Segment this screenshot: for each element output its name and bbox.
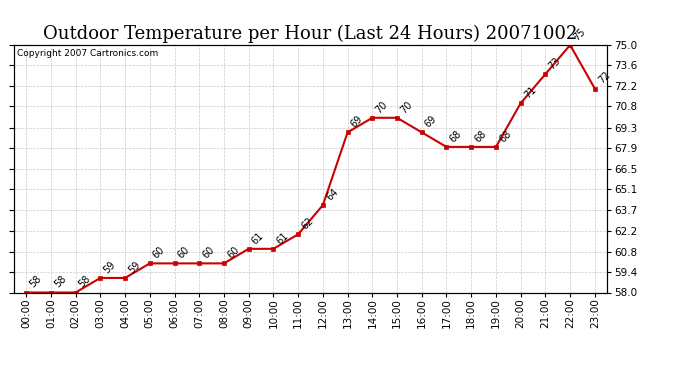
Text: 69: 69 (349, 114, 365, 130)
Text: 58: 58 (77, 274, 93, 290)
Text: 58: 58 (52, 274, 68, 290)
Text: 72: 72 (596, 70, 612, 86)
Text: 70: 70 (374, 99, 390, 115)
Text: 60: 60 (151, 245, 167, 261)
Text: Copyright 2007 Cartronics.com: Copyright 2007 Cartronics.com (17, 49, 158, 58)
Text: 61: 61 (250, 230, 266, 246)
Text: 59: 59 (101, 260, 117, 275)
Text: 58: 58 (28, 274, 43, 290)
Text: 68: 68 (473, 128, 489, 144)
Text: 73: 73 (546, 56, 562, 71)
Text: 60: 60 (176, 245, 192, 261)
Text: 70: 70 (398, 99, 414, 115)
Text: 64: 64 (324, 187, 340, 202)
Title: Outdoor Temperature per Hour (Last 24 Hours) 20071002: Outdoor Temperature per Hour (Last 24 Ho… (43, 25, 578, 44)
Text: 68: 68 (497, 128, 513, 144)
Text: 71: 71 (522, 85, 538, 100)
Text: 60: 60 (201, 245, 217, 261)
Text: 61: 61 (275, 230, 290, 246)
Text: 68: 68 (448, 128, 464, 144)
Text: 60: 60 (226, 245, 241, 261)
Text: 62: 62 (299, 216, 315, 231)
Text: 59: 59 (126, 260, 142, 275)
Text: 69: 69 (423, 114, 439, 130)
Text: 75: 75 (571, 26, 587, 42)
